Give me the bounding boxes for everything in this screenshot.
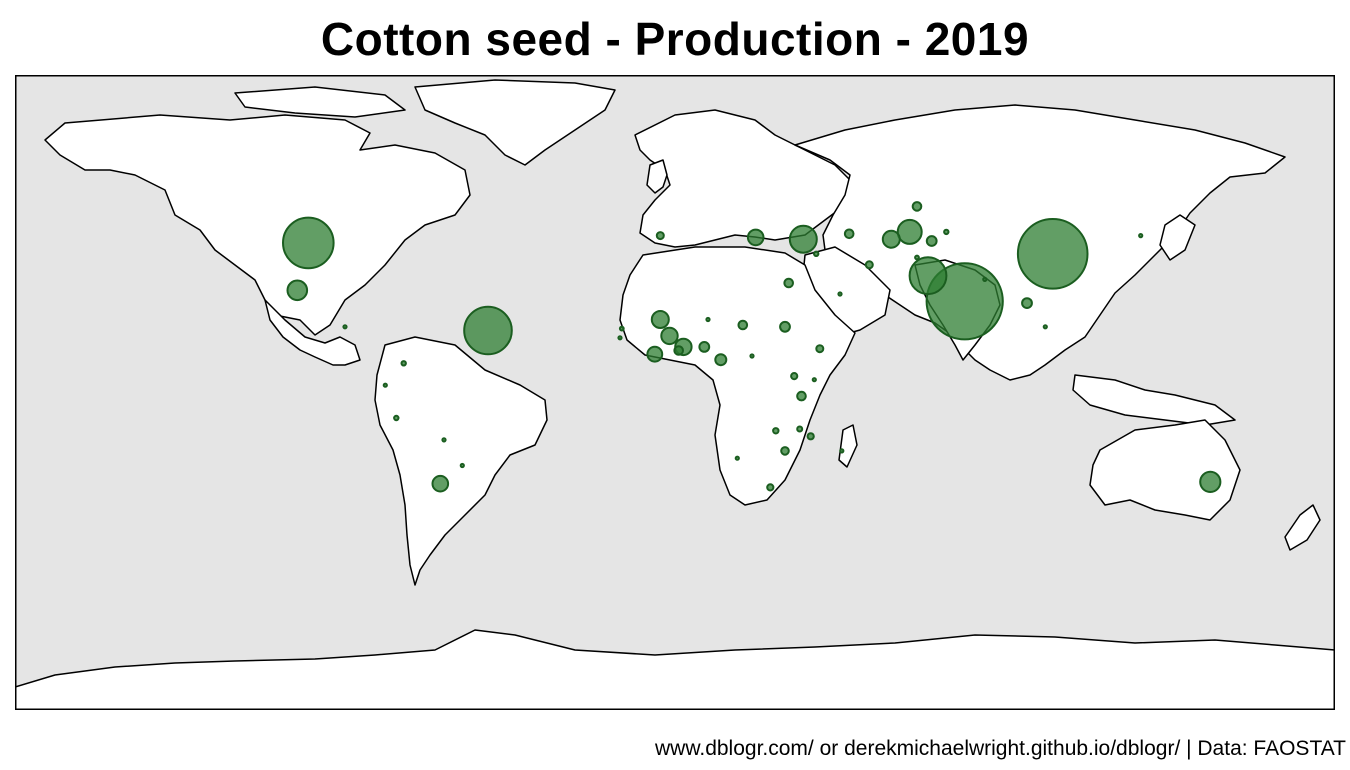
bubble-saudi-arabia	[837, 291, 843, 297]
bubble-uganda	[790, 372, 799, 381]
bubble-togo	[673, 345, 685, 356]
bubble-niger	[705, 316, 711, 323]
bubble-afghanistan	[914, 254, 920, 261]
bubble-burkina-faso	[660, 326, 679, 346]
bubble-kazakhstan	[911, 201, 923, 212]
bubble-zambia	[772, 427, 780, 435]
land-southeast-asia	[1072, 374, 1236, 426]
bubble-bolivia	[441, 437, 447, 443]
land-new-zealand	[1284, 504, 1321, 551]
bubble-layer	[282, 201, 1222, 493]
bubble-myanmar	[1021, 297, 1033, 310]
bubble-nepal	[982, 276, 988, 282]
bubble-peru	[393, 414, 400, 422]
land-antarctica	[15, 629, 1335, 710]
bubble-brazil	[463, 305, 513, 356]
bubble-malawi	[796, 425, 804, 433]
bubble-ecuador	[382, 382, 388, 388]
bubble-turkmenistan	[881, 229, 901, 249]
bubble-spain	[655, 231, 665, 241]
land-australia	[1089, 419, 1241, 521]
bubble-tajikistan	[925, 235, 938, 247]
land-japan	[1159, 214, 1196, 261]
bubble-australia	[1199, 470, 1222, 493]
bubble-sudan	[779, 320, 791, 333]
bubble-syria	[813, 250, 820, 258]
bubble-colombia	[400, 360, 407, 367]
land-british-isles	[646, 159, 668, 194]
bubble-nigeria	[698, 341, 711, 353]
bubble-kyrgyzstan	[943, 228, 950, 236]
land-arctic-islands	[234, 86, 406, 118]
source-caption: www.dblogr.com/ or derekmichaelwright.gi…	[655, 737, 1346, 760]
map-panel	[15, 75, 1335, 710]
land-africa	[619, 246, 856, 506]
bubble-zimbabwe	[780, 446, 790, 456]
land-greenland	[414, 79, 616, 166]
chart-title: Cotton seed - Production - 2019	[320, 13, 1030, 65]
bubble-greece	[746, 228, 765, 247]
bubble-mali	[650, 310, 670, 329]
world-map	[15, 75, 1335, 710]
bubble-uzbekistan	[896, 218, 923, 245]
bubble-azerbaijan	[843, 228, 855, 240]
bubble-turkey	[788, 224, 818, 254]
bubble-south-africa	[766, 483, 775, 492]
bubble-senegal	[618, 325, 625, 332]
bubble-china	[1016, 218, 1089, 290]
bubble-madagascar	[839, 448, 845, 454]
map-frame	[15, 75, 1335, 710]
bubble-north-korea	[1138, 233, 1144, 239]
land-south-america	[374, 336, 548, 586]
bubble-guatemala	[342, 324, 348, 330]
bubble-kenya	[811, 377, 817, 383]
bubble-thailand	[1042, 324, 1048, 330]
bubble-mexico	[286, 279, 309, 302]
bubble-namibia	[734, 455, 740, 461]
bubble-cameroon	[714, 353, 728, 367]
bubble-egypt	[783, 277, 795, 289]
bubble-cote-d-ivoire	[646, 345, 664, 363]
bubble-guinea-bissau	[617, 335, 623, 341]
land-madagascar	[838, 424, 858, 468]
land-layer	[15, 79, 1335, 710]
land-north-america	[44, 114, 471, 336]
bubble-united-states	[282, 216, 335, 270]
bubble-pakistan	[908, 256, 948, 296]
bubble-argentina	[431, 474, 450, 493]
bubble-central-african-republic	[749, 353, 755, 359]
bubble-tanzania	[796, 390, 807, 402]
land-central-america	[264, 299, 361, 366]
bubble-mozambique	[806, 432, 815, 441]
bubble-ethiopia	[815, 344, 825, 354]
bubble-paraguay	[459, 462, 465, 469]
bubble-iran	[864, 260, 874, 270]
bubble-chad	[737, 319, 749, 331]
